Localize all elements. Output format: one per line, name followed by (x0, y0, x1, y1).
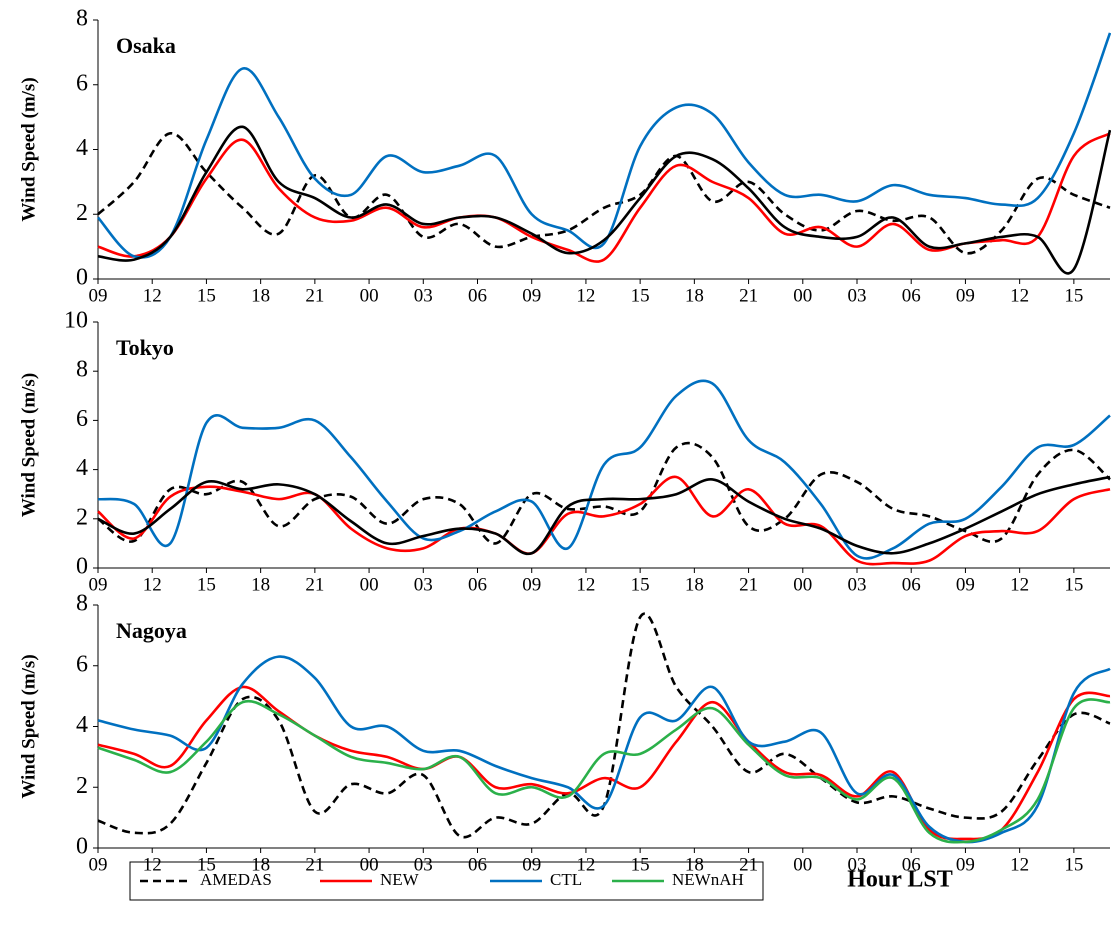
y-tick-label: 4 (76, 712, 88, 738)
x-tick-label: 15 (1064, 854, 1083, 875)
x-tick-label: 00 (793, 285, 812, 306)
x-tick-label: 09 (89, 854, 108, 875)
x-tick-label: 12 (1010, 285, 1029, 306)
y-tick-label: 0 (76, 554, 88, 580)
x-tick-label: 18 (685, 854, 704, 875)
x-tick-label: 18 (251, 854, 270, 875)
x-tick-label: 18 (251, 285, 270, 306)
panel-title: Osaka (116, 33, 176, 58)
y-tick-label: 4 (76, 135, 88, 161)
series-line (97, 655, 1111, 844)
series-line (97, 475, 1111, 556)
x-tick-label: 21 (305, 854, 324, 875)
x-tick-label: 15 (197, 285, 216, 306)
y-tick-label: 6 (76, 70, 88, 96)
y-tick-label: 2 (76, 773, 88, 799)
x-tick-label: 09 (956, 285, 975, 306)
x-tick-label: 18 (685, 285, 704, 306)
legend-label: NEWnAH (672, 870, 744, 889)
x-tick-label: 06 (902, 854, 921, 875)
x-tick-label: 15 (631, 574, 650, 595)
x-tick-label: 03 (848, 574, 867, 595)
series-line (97, 379, 1111, 560)
y-axis-label: Wind Speed (m/s) (18, 373, 39, 517)
x-tick-label: 09 (956, 574, 975, 595)
x-tick-label: 21 (739, 285, 758, 306)
x-tick-label: 15 (631, 285, 650, 306)
x-tick-label: 06 (902, 574, 921, 595)
x-tick-label: 12 (1010, 574, 1029, 595)
y-tick-label: 6 (76, 406, 88, 432)
x-tick-label: 09 (522, 854, 541, 875)
x-tick-label: 00 (793, 854, 812, 875)
x-tick-label: 18 (685, 574, 704, 595)
series-line (97, 698, 1111, 844)
x-tick-label: 00 (360, 574, 379, 595)
x-tick-label: 12 (143, 285, 162, 306)
x-tick-label: 12 (1010, 854, 1029, 875)
y-tick-label: 8 (76, 357, 88, 383)
y-axis-label: Wind Speed (m/s) (18, 654, 39, 798)
x-tick-label: 12 (143, 574, 162, 595)
x-tick-label: 12 (576, 285, 595, 306)
x-axis-label: Hour LST (847, 867, 953, 893)
y-tick-label: 6 (76, 651, 88, 677)
x-tick-label: 00 (360, 854, 379, 875)
y-tick-label: 2 (76, 504, 88, 530)
y-axis-label: Wind Speed (m/s) (18, 77, 39, 221)
x-tick-label: 03 (414, 574, 433, 595)
x-tick-label: 15 (197, 854, 216, 875)
x-tick-label: 09 (522, 285, 541, 306)
x-tick-label: 09 (956, 854, 975, 875)
x-tick-label: 12 (576, 574, 595, 595)
x-tick-label: 15 (631, 854, 650, 875)
x-tick-label: 03 (414, 285, 433, 306)
x-tick-label: 15 (1064, 574, 1083, 595)
y-tick-label: 0 (76, 265, 88, 291)
x-tick-label: 06 (468, 574, 487, 595)
x-tick-label: 18 (251, 574, 270, 595)
panel-title: Tokyo (116, 335, 174, 360)
x-tick-label: 12 (143, 854, 162, 875)
series-line (97, 32, 1111, 259)
legend-label: CTL (550, 870, 582, 889)
series-line (97, 125, 1111, 275)
x-tick-label: 15 (1064, 285, 1083, 306)
series-line (97, 132, 1111, 263)
x-tick-label: 03 (414, 854, 433, 875)
series-line (97, 475, 1111, 566)
x-tick-label: 21 (739, 854, 758, 875)
y-tick-label: 4 (76, 455, 88, 481)
legend-label: NEW (380, 870, 420, 889)
x-tick-label: 21 (305, 574, 324, 595)
y-tick-label: 8 (76, 591, 88, 617)
y-tick-label: 10 (64, 308, 88, 334)
x-tick-label: 06 (468, 285, 487, 306)
legend-label: AMEDAS (200, 870, 272, 889)
series-line (97, 132, 1111, 255)
y-tick-label: 0 (76, 834, 88, 860)
x-tick-label: 09 (89, 285, 108, 306)
x-tick-label: 21 (739, 574, 758, 595)
x-tick-label: 03 (848, 854, 867, 875)
x-tick-label: 00 (793, 574, 812, 595)
y-tick-label: 2 (76, 200, 88, 226)
x-tick-label: 21 (305, 285, 324, 306)
x-tick-label: 03 (848, 285, 867, 306)
x-tick-label: 12 (576, 854, 595, 875)
x-tick-label: 00 (360, 285, 379, 306)
x-tick-label: 06 (468, 854, 487, 875)
x-tick-label: 06 (902, 285, 921, 306)
y-tick-label: 8 (76, 6, 88, 32)
panel-title: Nagoya (116, 618, 187, 643)
x-tick-label: 09 (89, 574, 108, 595)
x-tick-label: 15 (197, 574, 216, 595)
x-tick-label: 09 (522, 574, 541, 595)
